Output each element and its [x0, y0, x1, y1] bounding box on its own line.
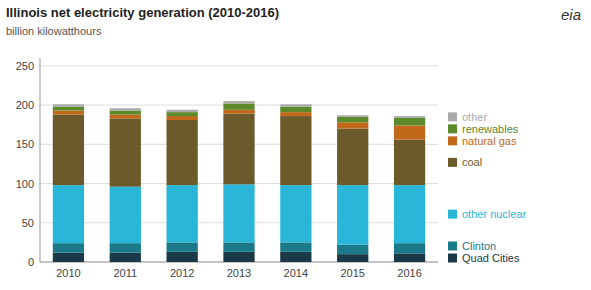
bar-segment — [167, 252, 198, 262]
y-tick-label: 250 — [16, 60, 34, 72]
bar-segment — [223, 242, 254, 251]
legend-label: other nuclear — [462, 208, 527, 220]
bar-segment — [337, 122, 368, 128]
bar-segment — [223, 114, 254, 185]
bars — [53, 101, 425, 262]
bar-segment — [280, 242, 311, 251]
legend-label: Quad Cities — [462, 252, 520, 264]
x-tick-label: 2012 — [170, 267, 194, 279]
bar-segment — [337, 129, 368, 185]
legend-label: renewables — [462, 123, 519, 135]
bar-segment — [167, 120, 198, 185]
bar-segment — [280, 116, 311, 185]
bar-segment — [223, 252, 254, 262]
bar-segment — [53, 243, 84, 252]
bar-segment — [394, 140, 425, 186]
bar-segment — [337, 117, 368, 122]
x-tick-label: 2010 — [56, 267, 80, 279]
legend-swatch — [448, 124, 457, 133]
bar-segment — [223, 110, 254, 114]
x-tick-label: 2011 — [113, 267, 137, 279]
bar-segment — [223, 101, 254, 103]
bar-segment — [394, 243, 425, 253]
legend-label: other — [462, 111, 487, 123]
x-tick-label: 2014 — [284, 267, 308, 279]
bar-segment — [394, 116, 425, 118]
bar-segment — [167, 185, 198, 242]
bar-segment — [167, 112, 198, 116]
y-tick-label: 200 — [16, 99, 34, 111]
bar-segment — [53, 253, 84, 262]
y-tick-label: 150 — [16, 138, 34, 150]
legend-swatch — [448, 254, 457, 263]
bar-segment — [223, 104, 254, 110]
bar-segment — [53, 114, 84, 185]
chart: Illinois net electricity generation (201… — [0, 0, 591, 290]
bar-segment — [53, 185, 84, 243]
legend-swatch — [448, 136, 457, 145]
bar-segment — [394, 185, 425, 243]
bar-segment — [110, 111, 141, 115]
bar-segment — [394, 125, 425, 139]
bar-segment — [110, 118, 141, 186]
x-tick-label: 2015 — [340, 267, 364, 279]
bar-segment — [280, 185, 311, 242]
bar-segment — [53, 111, 84, 115]
y-tick-label: 50 — [22, 217, 34, 229]
subtitle: billion kilowatthours — [6, 25, 102, 37]
bar-segment — [223, 184, 254, 242]
bar-segment — [110, 253, 141, 262]
legend-swatch — [448, 112, 457, 121]
bar-segment — [53, 107, 84, 111]
bar-segment — [167, 116, 198, 120]
bar-segment — [337, 245, 368, 254]
bar-segment — [167, 242, 198, 251]
title: Illinois net electricity generation (201… — [6, 5, 279, 20]
bar-segment — [53, 104, 84, 106]
bar-segment — [337, 254, 368, 262]
x-tick-label: 2013 — [227, 267, 251, 279]
bar-segment — [337, 185, 368, 245]
y-tick-label: 0 — [28, 256, 34, 268]
bar-segment — [394, 253, 425, 262]
bar-segment — [280, 107, 311, 112]
bar-segment — [110, 114, 141, 118]
legend-swatch — [448, 210, 457, 219]
y-tick-label: 100 — [16, 178, 34, 190]
legend-label: natural gas — [462, 135, 517, 147]
bar-segment — [110, 108, 141, 110]
bar-segment — [110, 243, 141, 252]
bar-segment — [394, 118, 425, 126]
bar-segment — [280, 112, 311, 116]
annotation: eia — [561, 6, 581, 23]
bar-segment — [280, 104, 311, 106]
bar-segment — [167, 110, 198, 112]
grid-line — [40, 65, 438, 66]
y-axis-line — [40, 58, 41, 262]
legend-swatch — [448, 242, 457, 251]
legend-label: coal — [462, 156, 482, 168]
legend-label: Clinton — [462, 240, 496, 252]
legend-swatch — [448, 158, 457, 167]
bar-segment — [110, 187, 141, 243]
bar-segment — [280, 252, 311, 262]
x-tick-label: 2016 — [397, 267, 421, 279]
bar-segment — [337, 115, 368, 117]
